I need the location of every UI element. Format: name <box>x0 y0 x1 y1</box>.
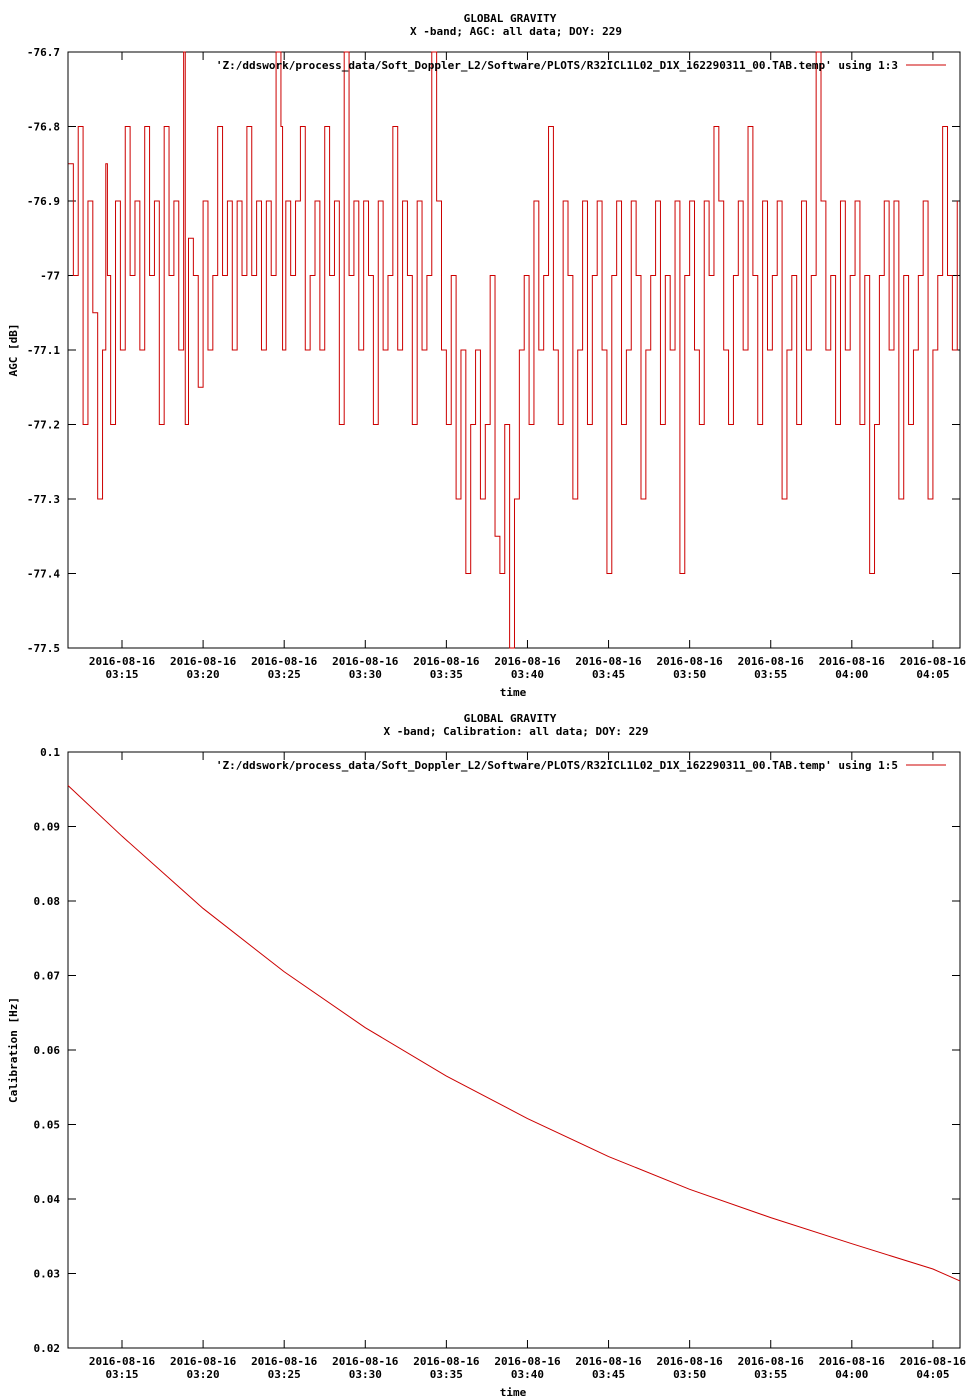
plot-area-frame <box>67 751 961 1349</box>
y-axis: 0.1 0.09 0.08 0.07 0.06 0.05 0.04 0.03 0.02 <box>34 746 960 1355</box>
x-axis-label: time <box>500 1386 527 1399</box>
y-tick-label: -77.5 <box>27 642 60 655</box>
x-tick-time: 03:35 <box>430 668 463 681</box>
legend-label: 'Z:/ddswork/process_data/Soft_Doppler_L2… <box>216 59 898 72</box>
chart-title: GLOBAL GRAVITY <box>464 712 557 725</box>
x-tick-time: 03:50 <box>673 1368 706 1381</box>
y-axis-label: AGC [dB] <box>7 324 20 377</box>
x-tick-date: 2016-08-16 <box>494 1355 561 1368</box>
x-tick-date: 2016-08-16 <box>170 655 237 668</box>
x-tick-time: 03:30 <box>349 668 382 681</box>
x-tick-date: 2016-08-16 <box>900 655 967 668</box>
y-axis: -76.7 -76.8 -76.9 -77 -77.1 -77.2 -77.3 -77.4 -7… <box>27 46 960 655</box>
y-tick-label: 0.08 <box>34 895 61 908</box>
x-tick-time: 04:00 <box>835 1368 868 1381</box>
x-tick-date: 2016-08-16 <box>575 1355 642 1368</box>
y-tick-label: 0.07 <box>34 970 61 983</box>
x-tick-date: 2016-08-16 <box>657 1355 724 1368</box>
x-tick-time: 03:15 <box>105 668 138 681</box>
y-tick-label: -77.2 <box>27 419 60 432</box>
x-tick-time: 03:40 <box>511 668 544 681</box>
y-tick-label: -76.7 <box>27 46 60 59</box>
x-tick-time: 03:50 <box>673 668 706 681</box>
x-axis: 2016-08-1603:152016-08-1603:202016-08-16… <box>89 52 967 681</box>
x-axis-label: time <box>500 686 527 699</box>
x-tick-time: 03:35 <box>430 1368 463 1381</box>
calibration-chart: GLOBAL GRAVITY X -band; Calibration: all… <box>7 712 966 1399</box>
y-axis-label: Calibration [Hz] <box>7 997 20 1103</box>
x-tick-time: 04:05 <box>916 668 949 681</box>
legend-label: 'Z:/ddswork/process_data/Soft_Doppler_L2… <box>216 759 898 772</box>
y-tick-label: -77 <box>40 270 60 283</box>
x-tick-date: 2016-08-16 <box>251 655 318 668</box>
y-tick-label: 0.03 <box>34 1268 61 1281</box>
y-tick-label: 0.02 <box>34 1342 61 1355</box>
x-tick-date: 2016-08-16 <box>89 655 156 668</box>
x-tick-date: 2016-08-16 <box>738 1355 805 1368</box>
y-tick-label: 0.06 <box>34 1044 61 1057</box>
chart-subtitle: X -band; AGC: all data; DOY: 229 <box>410 25 622 38</box>
agc-series-line <box>68 51 958 649</box>
x-tick-time: 03:40 <box>511 1368 544 1381</box>
x-tick-time: 03:20 <box>187 1368 220 1381</box>
x-tick-time: 04:05 <box>916 1368 949 1381</box>
x-axis: 2016-08-1603:152016-08-1603:202016-08-16… <box>89 752 967 1381</box>
x-tick-date: 2016-08-16 <box>251 1355 318 1368</box>
chart-title: GLOBAL GRAVITY <box>464 12 557 25</box>
x-tick-date: 2016-08-16 <box>413 655 480 668</box>
y-tick-label: -77.3 <box>27 493 60 506</box>
chart-subtitle: X -band; Calibration: all data; DOY: 229 <box>384 725 649 738</box>
x-tick-date: 2016-08-16 <box>494 655 561 668</box>
y-tick-label: -77.1 <box>27 344 60 357</box>
x-tick-time: 03:45 <box>592 668 625 681</box>
y-tick-label: 0.09 <box>34 821 61 834</box>
y-tick-label: -76.9 <box>27 195 60 208</box>
x-tick-time: 03:20 <box>187 668 220 681</box>
agc-chart: GLOBAL GRAVITY X -band; AGC: all data; D… <box>7 12 966 699</box>
x-tick-time: 04:00 <box>835 668 868 681</box>
x-tick-time: 03:25 <box>268 1368 301 1381</box>
y-tick-label: 0.05 <box>34 1119 61 1132</box>
x-tick-date: 2016-08-16 <box>332 655 399 668</box>
x-tick-date: 2016-08-16 <box>89 1355 156 1368</box>
x-tick-time: 03:55 <box>754 1368 787 1381</box>
y-tick-label: -76.8 <box>27 121 60 134</box>
x-tick-date: 2016-08-16 <box>332 1355 399 1368</box>
calibration-series-line <box>67 785 961 1282</box>
x-tick-date: 2016-08-16 <box>819 655 886 668</box>
x-tick-time: 03:30 <box>349 1368 382 1381</box>
x-tick-date: 2016-08-16 <box>170 1355 237 1368</box>
x-tick-time: 03:15 <box>105 1368 138 1381</box>
x-tick-time: 03:45 <box>592 1368 625 1381</box>
x-tick-date: 2016-08-16 <box>900 1355 967 1368</box>
x-tick-date: 2016-08-16 <box>575 655 642 668</box>
x-tick-date: 2016-08-16 <box>738 655 805 668</box>
x-tick-date: 2016-08-16 <box>819 1355 886 1368</box>
x-tick-date: 2016-08-16 <box>413 1355 480 1368</box>
x-tick-time: 03:25 <box>268 668 301 681</box>
x-tick-date: 2016-08-16 <box>657 655 724 668</box>
y-tick-label: 0.1 <box>40 746 60 759</box>
y-tick-label: -77.4 <box>27 568 60 581</box>
y-tick-label: 0.04 <box>34 1193 61 1206</box>
x-tick-time: 03:55 <box>754 668 787 681</box>
